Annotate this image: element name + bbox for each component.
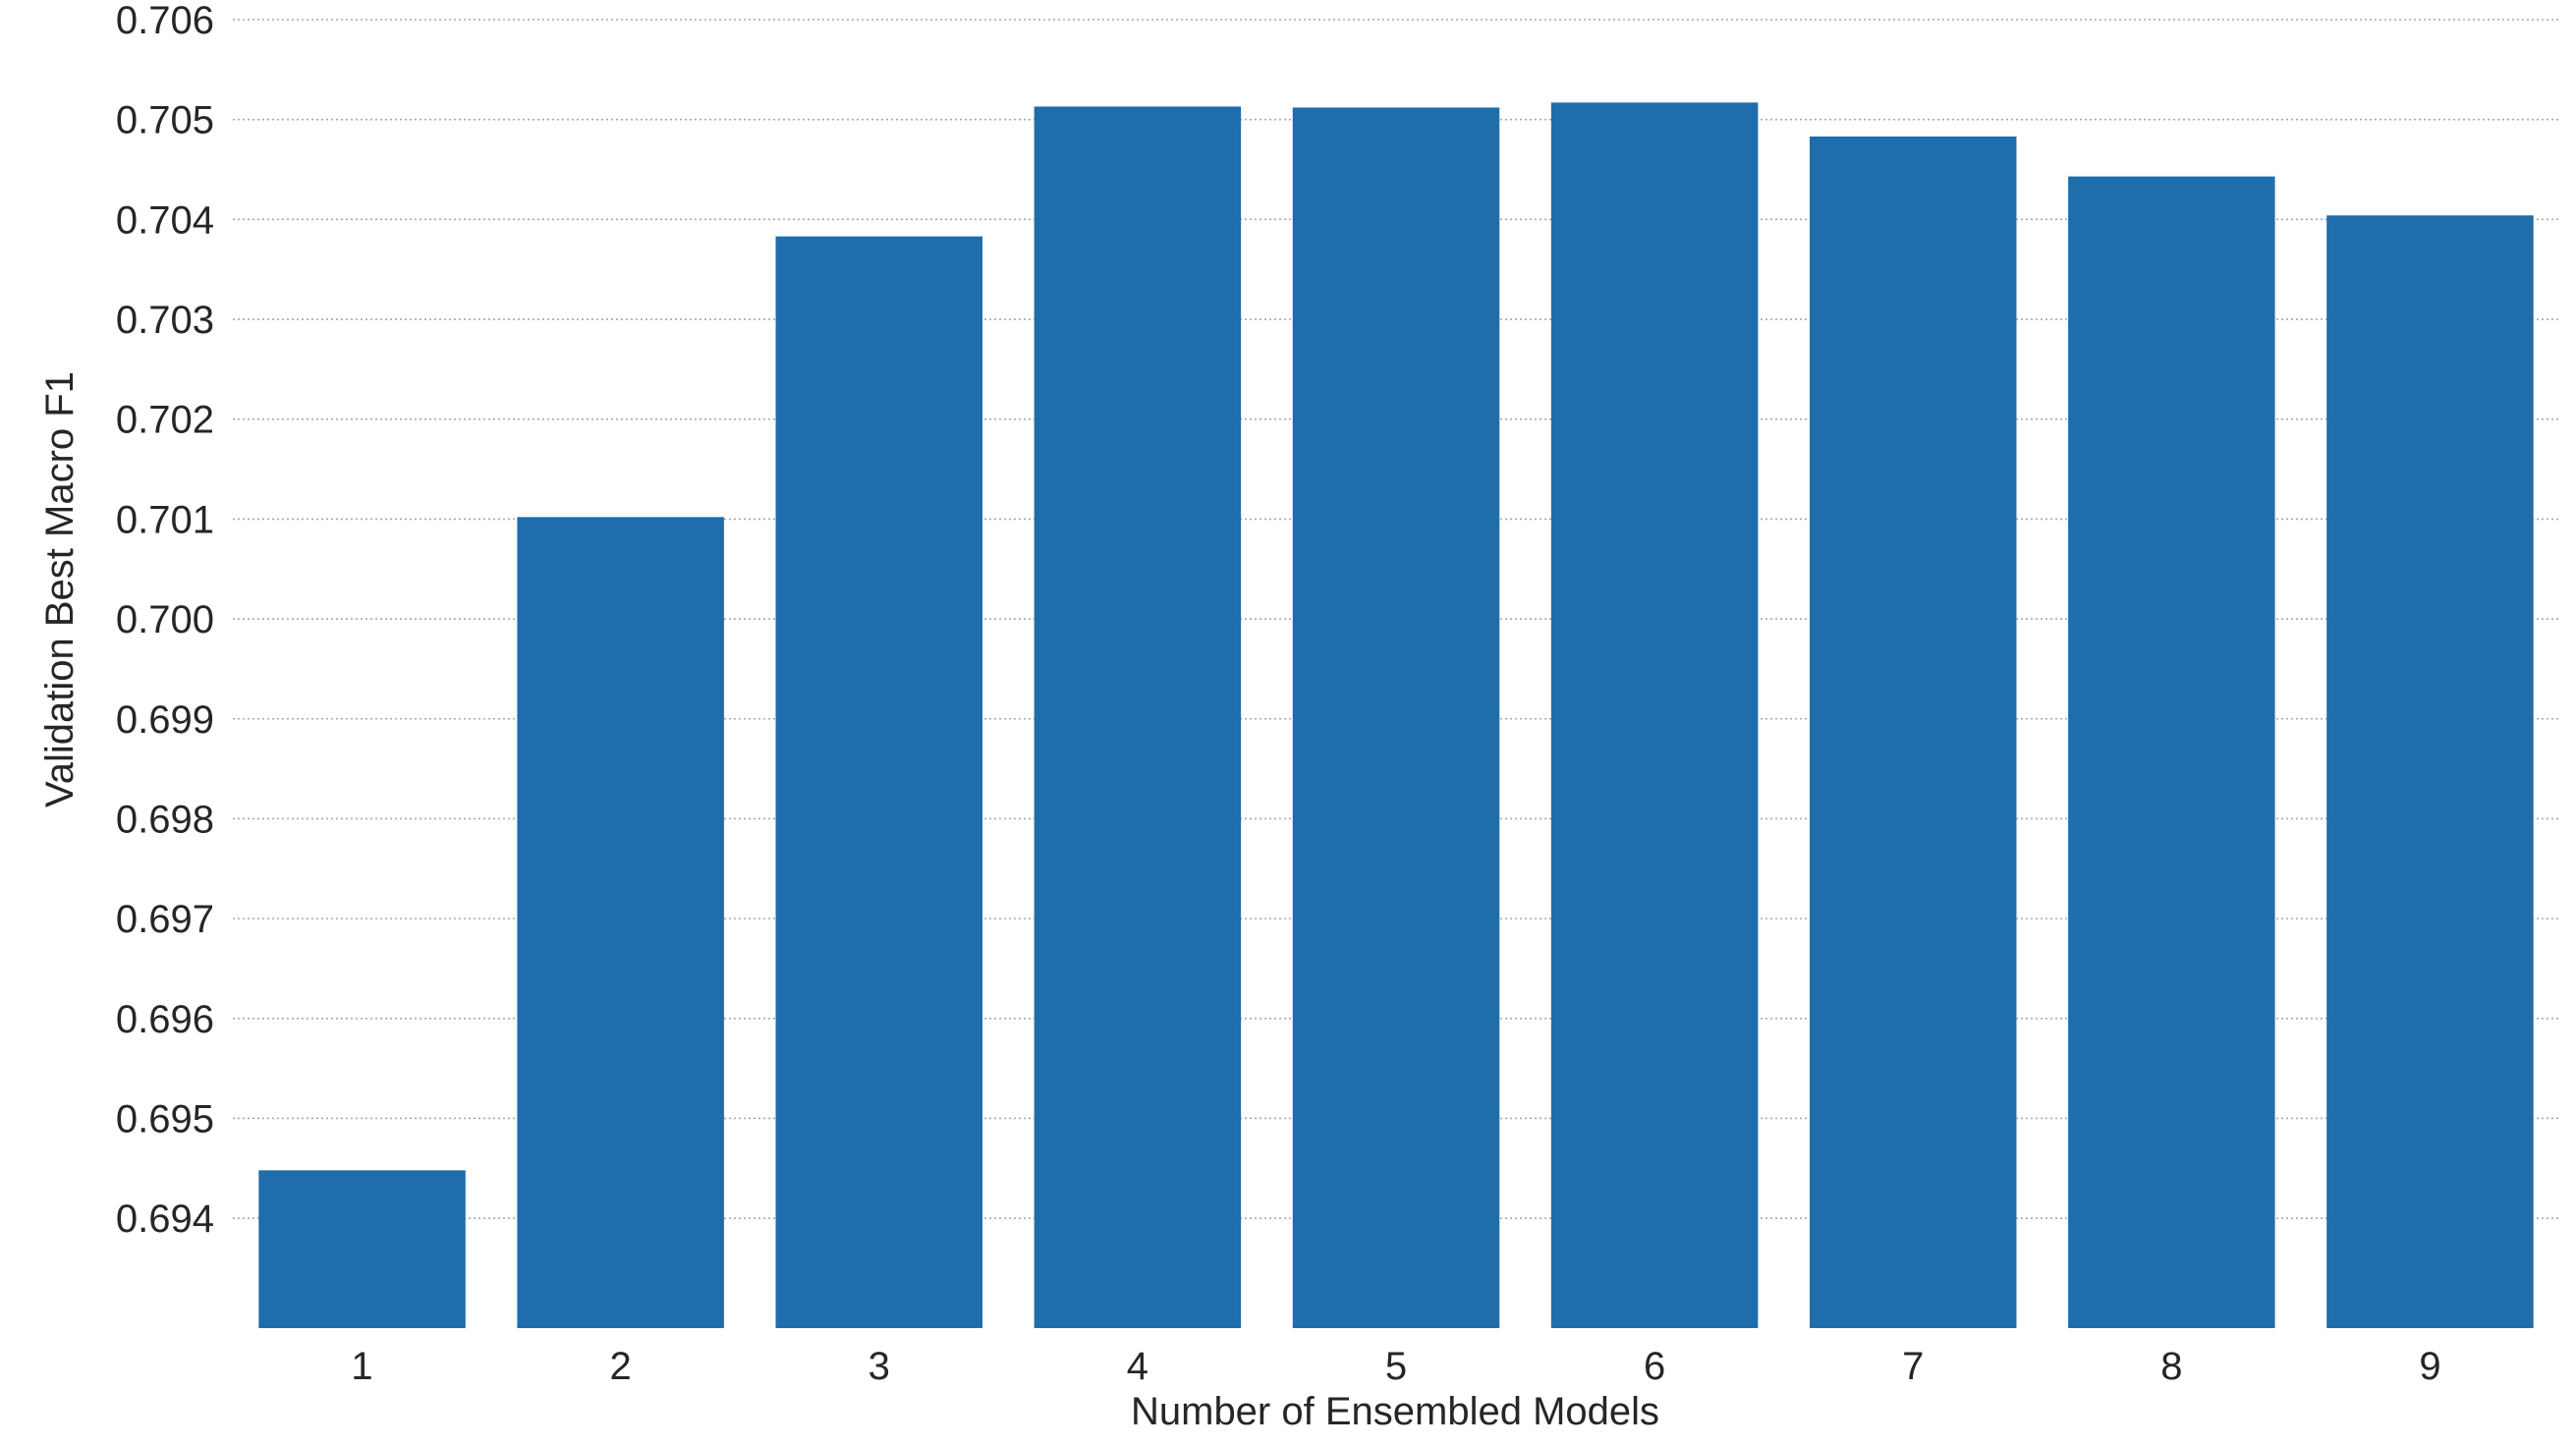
x-tick-label: 6	[1644, 1345, 1665, 1388]
y-axis-ticks: 0.706 0.705 0.704 0.703 0.702 0.701 0.700 0.699…	[116, 0, 214, 1241]
x-tick-label: 5	[1385, 1345, 1407, 1388]
bar-7	[1809, 136, 2017, 1329]
y-tick-label: 0.706	[116, 0, 214, 42]
bar-5	[1292, 107, 1500, 1328]
y-tick-label: 0.700	[116, 598, 214, 641]
bar-2	[517, 517, 724, 1328]
y-tick-label: 0.703	[116, 299, 214, 342]
y-tick-label: 0.705	[116, 99, 214, 142]
bar-4	[1034, 106, 1242, 1329]
y-tick-label: 0.694	[116, 1197, 214, 1241]
y-tick-label: 0.702	[116, 399, 214, 442]
bar-8	[2068, 176, 2275, 1329]
x-tick-label: 1	[351, 1345, 372, 1388]
y-tick-label: 0.695	[116, 1097, 214, 1140]
x-tick-label: 9	[2419, 1345, 2440, 1388]
bar-6	[1550, 102, 1759, 1328]
x-tick-label: 4	[1127, 1345, 1148, 1388]
bar-3	[775, 236, 983, 1328]
y-tick-label: 0.699	[116, 698, 214, 742]
x-tick-label: 2	[610, 1345, 632, 1388]
x-axis-ticks: 1 2 3 4 5 6 7 8 9	[351, 1345, 2440, 1388]
y-tick-label: 0.701	[116, 498, 214, 541]
x-tick-label: 8	[2160, 1345, 2182, 1388]
x-axis-label: Number of Ensembled Models	[1131, 1390, 1659, 1433]
y-tick-label: 0.698	[116, 798, 214, 841]
bars	[258, 102, 2534, 1329]
bar-1	[258, 1170, 466, 1328]
y-tick-label: 0.704	[116, 198, 214, 242]
x-tick-label: 3	[868, 1345, 890, 1388]
y-tick-label: 0.697	[116, 898, 214, 941]
y-axis-label: Validation Best Macro F1	[38, 371, 82, 807]
x-tick-label: 7	[1902, 1345, 1924, 1388]
bar-9	[2326, 215, 2534, 1328]
y-tick-label: 0.696	[116, 998, 214, 1041]
